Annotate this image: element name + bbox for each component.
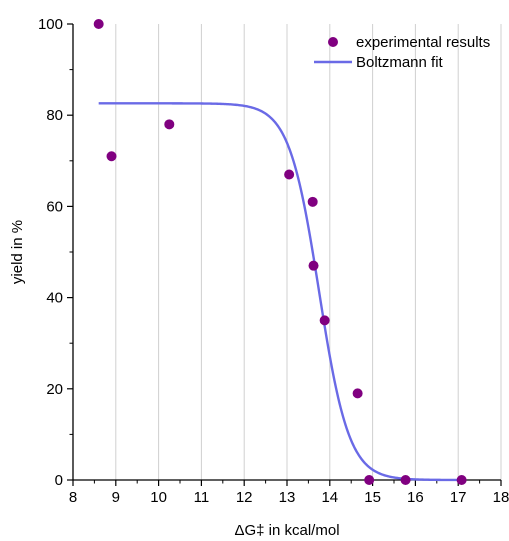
y-tick-label-80: 80 <box>46 107 63 124</box>
x-tick-label-9: 9 <box>112 489 120 506</box>
legend-marker-experimental <box>328 37 338 47</box>
data-point-4 <box>307 196 318 207</box>
x-tick-label-12: 12 <box>236 489 253 506</box>
y-tick-label-40: 40 <box>46 290 63 307</box>
data-point-2 <box>164 119 175 130</box>
data-point-0 <box>93 19 104 29</box>
x-tick-label-15: 15 <box>364 489 381 506</box>
x-tick-label-13: 13 <box>279 489 296 506</box>
data-points-layer <box>93 19 467 485</box>
data-point-6 <box>319 315 330 326</box>
y-tick-label-60: 60 <box>46 198 63 215</box>
data-point-3 <box>284 169 295 180</box>
y-tick-label-0: 0 <box>55 472 63 489</box>
axes <box>67 23 502 486</box>
fit-curve-layer <box>98 102 462 482</box>
tick-labels: 8 9 10 11 12 13 14 15 16 17 18 0 20 40 60 80 100 <box>38 16 509 506</box>
x-tick-label-11: 11 <box>194 489 210 506</box>
grid-lines <box>115 24 502 480</box>
boltzmann-fit-curve <box>98 102 462 482</box>
data-point-7 <box>352 388 363 399</box>
x-tick-label-18: 18 <box>493 489 509 506</box>
data-point-9 <box>400 475 411 485</box>
y-tick-label-20: 20 <box>46 381 63 398</box>
legend-label-boltzmann: Boltzmann fit <box>356 54 444 71</box>
legend-label-experimental: experimental results <box>356 34 490 51</box>
x-tick-label-10: 10 <box>150 489 167 506</box>
x-tick-label-17: 17 <box>450 489 467 506</box>
data-point-5 <box>308 260 319 271</box>
x-axis-label: ΔG‡ in kcal/mol <box>234 522 339 539</box>
data-point-1 <box>106 151 117 162</box>
x-tick-label-8: 8 <box>69 489 77 506</box>
legend: experimental results Boltzmann fit <box>314 34 490 71</box>
data-point-8 <box>364 475 375 485</box>
x-tick-label-16: 16 <box>407 489 424 506</box>
x-tick-label-14: 14 <box>321 489 338 506</box>
data-point-10 <box>456 475 467 485</box>
y-tick-label-100: 100 <box>38 16 63 33</box>
y-axis-label: yield in % <box>9 220 26 284</box>
